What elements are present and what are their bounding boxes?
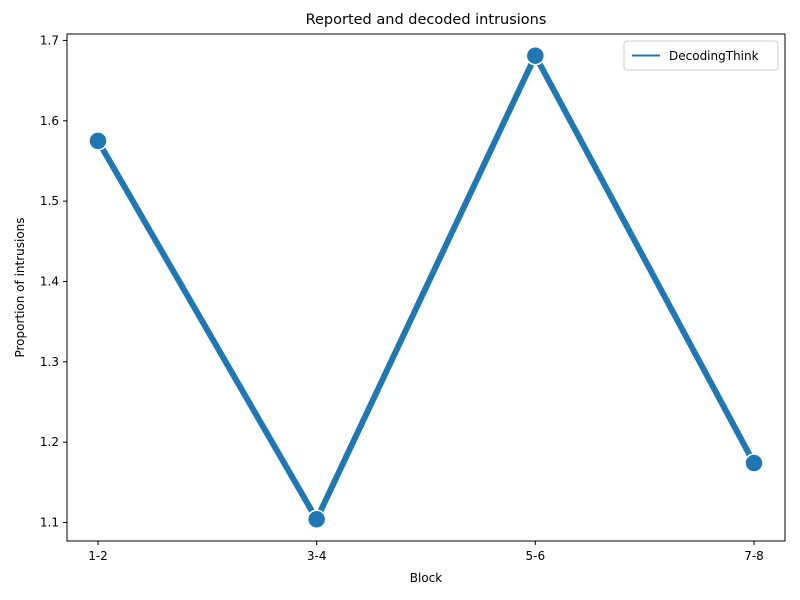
y-tick-label: 1.5 bbox=[40, 194, 59, 208]
data-point bbox=[525, 45, 546, 66]
legend: DecodingThink bbox=[623, 40, 779, 71]
series-line-decodingthink bbox=[95, 52, 757, 523]
x-tick-label: 1-2 bbox=[88, 549, 108, 563]
x-axis-label: Block bbox=[410, 571, 443, 585]
x-tick-label: 7-8 bbox=[744, 549, 764, 563]
y-axis-ticks: 1.1 1.2 1.3 1.4 1.5 1.6 1.7 bbox=[40, 33, 67, 530]
legend-label: DecodingThink bbox=[669, 49, 759, 63]
x-tick-label: 5-6 bbox=[526, 549, 546, 563]
data-point bbox=[306, 509, 327, 530]
y-tick-label: 1.2 bbox=[40, 435, 59, 449]
y-tick-label: 1.4 bbox=[40, 274, 59, 288]
series-layer bbox=[88, 45, 764, 530]
x-axis-ticks: 1-2 3-4 5-6 7-8 bbox=[88, 541, 764, 563]
legend-box bbox=[623, 40, 779, 71]
chart-title: Reported and decoded intrusions bbox=[306, 12, 547, 28]
y-tick-label: 1.1 bbox=[40, 516, 59, 530]
x-tick-label: 3-4 bbox=[307, 549, 327, 563]
y-tick-label: 1.7 bbox=[40, 33, 59, 47]
y-tick-label: 1.6 bbox=[40, 114, 59, 128]
data-point bbox=[88, 131, 108, 151]
plot-frame bbox=[66, 33, 786, 542]
y-tick-label: 1.3 bbox=[40, 355, 59, 369]
y-axis-label: Proportion of intrusions bbox=[13, 217, 27, 357]
data-point bbox=[744, 453, 764, 473]
